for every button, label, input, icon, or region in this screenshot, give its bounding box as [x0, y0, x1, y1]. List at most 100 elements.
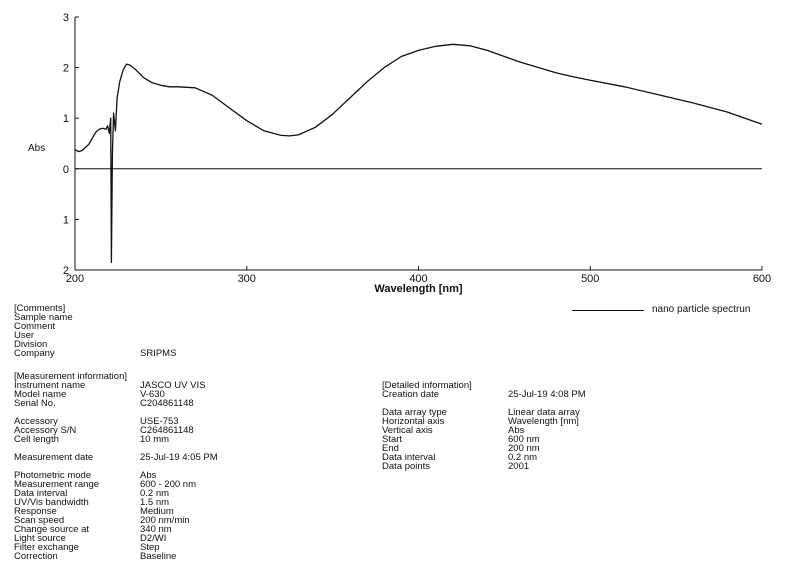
x-tick-label: 400: [409, 273, 427, 285]
info-row: Serial No. C204861148: [14, 398, 218, 409]
info-key: Company: [14, 348, 55, 359]
info-row: Measurement range 600 - 200 nm: [14, 479, 218, 490]
info-row: Data interval 0.2 nm: [14, 488, 218, 499]
legend-label: nano particle spectrun: [652, 304, 751, 315]
info-value: SRIPMS: [140, 348, 177, 359]
info-key: Accessory: [14, 416, 58, 427]
info-value: 10 mm: [140, 434, 170, 445]
info-value: Abs: [508, 425, 525, 436]
info-value: V-630: [140, 389, 165, 400]
info-row: Division: [14, 339, 176, 350]
comments-section: [Comments] Sample name Comment User Division…: [14, 303, 177, 359]
info-value: USE-753: [140, 416, 179, 427]
detailed-section: [Detailed information] Creation date 25-Ju…: [382, 380, 586, 472]
info-row: Filter exchange Step: [14, 542, 218, 553]
info-value: 25-Jul-19 4:08 PM: [508, 389, 586, 400]
info-row: Response Medium: [14, 506, 218, 517]
info-key: Division: [14, 339, 48, 350]
info-value: Linear data array: [508, 407, 580, 418]
info-key: Response: [14, 506, 57, 517]
info-key: Data array type: [382, 407, 447, 418]
info-value: 200 nm/min: [140, 515, 190, 526]
info-key: Correction: [14, 551, 58, 562]
info-row: Accessory USE-753: [14, 416, 218, 427]
info-row: UV/Vis bandwidth 1.5 nm: [14, 497, 218, 508]
y-tick-label: 2: [63, 63, 69, 75]
info-key: Change source at: [14, 524, 89, 535]
info-value: 600 nm: [508, 434, 540, 445]
info-value: JASCO UV VIS: [140, 380, 206, 391]
info-row: Data interval 0.2 nm: [382, 452, 586, 463]
measurement-section: [Measurement information] Instrument name…: [14, 371, 218, 562]
x-axis-label: Wavelength [nm]: [374, 283, 463, 295]
info-value: 0.2 nm: [508, 452, 538, 463]
info-key: Serial No.: [14, 398, 56, 409]
info-value: 0.2 nm: [140, 488, 170, 499]
info-key: Filter exchange: [14, 542, 79, 553]
info-row: Horizontal axis Wavelength [nm]: [382, 416, 586, 427]
info-row: Model name V-630: [14, 389, 218, 400]
y-axis-label: Abs: [28, 143, 45, 154]
info-row: Data array type Linear data array: [382, 407, 586, 418]
info-value: 600 - 200 nm: [140, 479, 196, 490]
info-row: Accessory S/N C264861148: [14, 425, 218, 436]
info-key: UV/Vis bandwidth: [14, 497, 89, 508]
info-value: 25-Jul-19 4:05 PM: [140, 452, 218, 463]
info-row: Change source at 340 nm: [14, 524, 218, 535]
info-row: Start 600 nm: [382, 434, 586, 445]
info-row: Vertical axis Abs: [382, 425, 586, 436]
info-row: Photometric mode Abs: [14, 470, 218, 481]
x-tick-label: 200: [66, 273, 84, 285]
legend: nano particle spectrun: [572, 304, 798, 318]
info-value: C264861148: [140, 425, 194, 436]
info-key: Instrument name: [14, 380, 86, 391]
y-tick-label: 2: [63, 265, 69, 277]
info-key: Photometric mode: [14, 470, 92, 481]
info-row: User: [14, 330, 176, 341]
section-header: [Measurement information]: [14, 371, 127, 382]
info-key: Start: [382, 434, 403, 445]
info-key: Light source: [14, 533, 66, 544]
y-tick-label: 1: [63, 113, 69, 125]
info-row: Instrument name JASCO UV VIS: [14, 380, 218, 391]
x-tick-label: 600: [753, 273, 771, 285]
info-key: Cell length: [14, 434, 59, 445]
info-value: C204861148: [140, 398, 194, 409]
info-value: 1.5 nm: [140, 497, 170, 508]
y-tick-label: 1: [63, 214, 69, 226]
info-key: User: [14, 330, 35, 341]
info-row: Light source D2/WI: [14, 533, 218, 544]
legend-swatch: [572, 310, 644, 311]
y-tick-label: 3: [63, 12, 69, 24]
info-row: End 200 nm: [382, 443, 586, 454]
info-key: Comment: [14, 321, 56, 332]
info-key: Creation date: [382, 389, 440, 400]
x-tick-label: 300: [238, 273, 256, 285]
info-row: Company SRIPMS: [14, 348, 177, 359]
info-key: Vertical axis: [382, 425, 433, 436]
info-key: Measurement range: [14, 479, 100, 490]
info-row: Measurement date 25-Jul-19 4:05 PM: [14, 452, 218, 463]
info-row: Cell length 10 mm: [14, 434, 218, 445]
info-row: Data points 2001: [382, 461, 586, 472]
info-key: Sample name: [14, 312, 73, 323]
info-key: Data points: [382, 461, 431, 472]
info-value: Abs: [140, 470, 157, 481]
series-line-0: [74, 43, 763, 264]
section-header: [Comments]: [14, 303, 66, 314]
info-row: Scan speed 200 nm/min: [14, 515, 218, 526]
info-key: End: [382, 443, 399, 454]
info-key: Measurement date: [14, 452, 94, 463]
info-key: Horizontal axis: [382, 416, 445, 427]
info-value: 340 nm: [140, 524, 172, 535]
info-row: Sample name: [14, 312, 176, 323]
x-tick-label: 500: [581, 273, 599, 285]
section-header: [Detailed information]: [382, 380, 472, 391]
info-row: Correction Baseline: [14, 551, 218, 562]
info-value: Step: [140, 542, 160, 553]
info-value: 200 nm: [508, 443, 540, 454]
info-key: Data interval: [14, 488, 68, 499]
info-key: Accessory S/N: [14, 425, 77, 436]
info-value: Baseline: [140, 551, 177, 562]
info-key: Model name: [14, 389, 67, 400]
